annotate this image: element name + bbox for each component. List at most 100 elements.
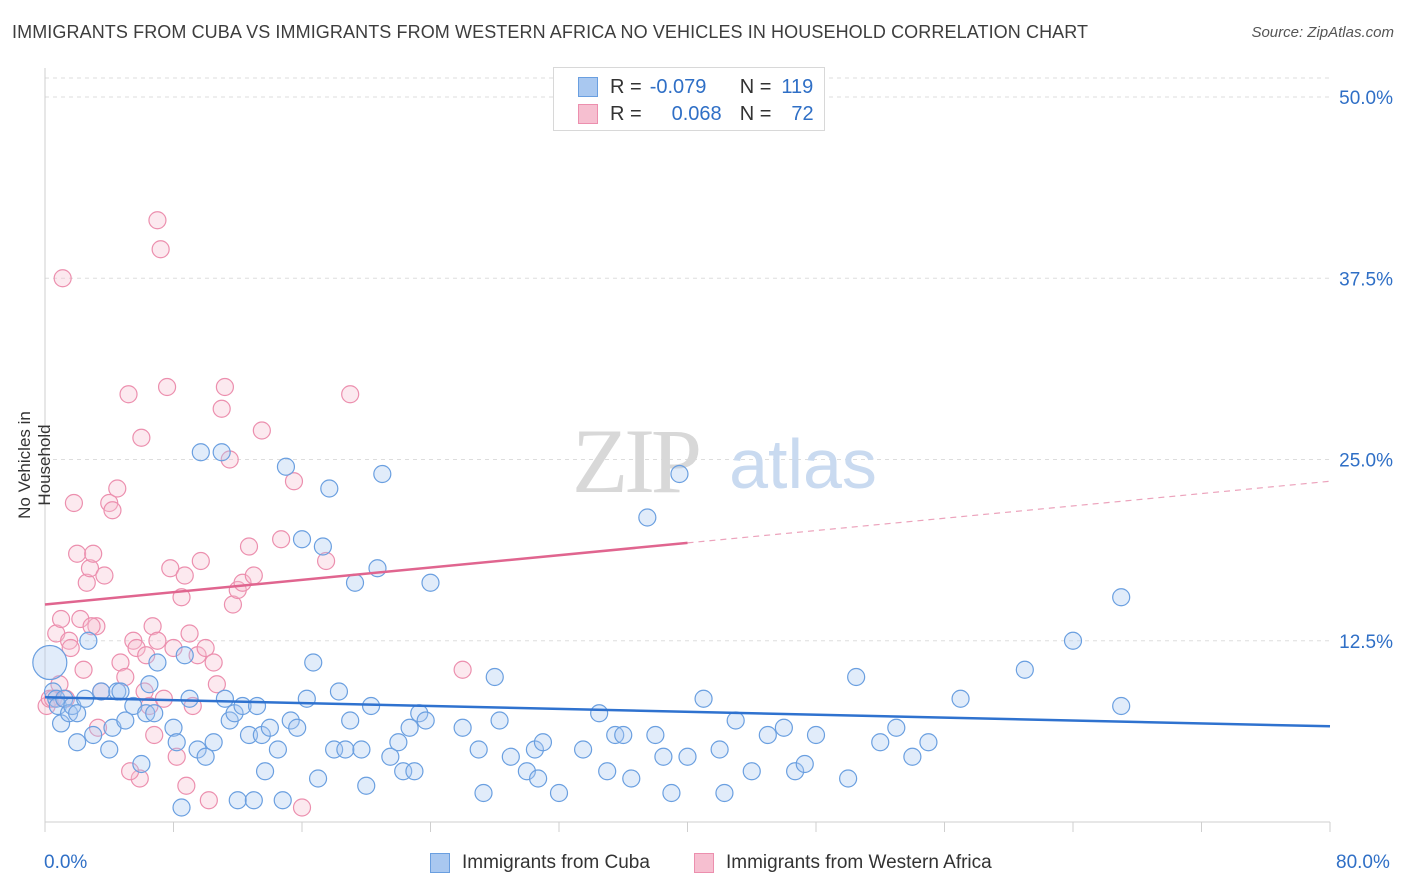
wafrica-point — [199, 791, 218, 810]
legend-r-value: 0.068 — [671, 102, 722, 125]
cuba-point — [215, 689, 234, 708]
cuba-point — [273, 791, 292, 810]
watermark-zip: ZIP — [572, 410, 699, 512]
cuba-trend-line — [44, 696, 1331, 728]
bottom-legend-swatch-wafrica — [694, 853, 714, 873]
wafrica-point — [53, 269, 72, 288]
watermark-atlas: atlas — [729, 425, 877, 503]
wafrica-point — [292, 798, 312, 817]
cuba-point — [329, 682, 349, 701]
wafrica-trend-extension — [687, 480, 1331, 544]
legend-n-value: 72 — [791, 102, 814, 125]
cuba-point — [297, 689, 316, 708]
cuba-point — [1112, 696, 1131, 716]
cuba-point — [68, 704, 87, 723]
cuba-point — [638, 508, 657, 527]
wafrica-point — [148, 211, 167, 230]
cuba-point — [164, 718, 183, 737]
cuba-point — [416, 711, 435, 730]
cuba-point — [662, 783, 681, 803]
wafrica-point — [272, 530, 291, 549]
legend-n-label: N = — [739, 102, 772, 125]
legend-r-label: R = — [610, 75, 642, 98]
cuba-point — [268, 740, 288, 759]
wafrica-point — [87, 617, 106, 636]
cuba-point — [1015, 660, 1034, 679]
y-tick-labels: 12.5% 25.0% 37.5% 50.0% — [1339, 88, 1393, 653]
bottom-legend-cuba: Immigrants from Cuba — [430, 852, 650, 874]
cuba-point — [175, 646, 194, 665]
series-cuba-points — [32, 443, 1131, 817]
wafrica-point — [151, 240, 170, 259]
wafrica-point — [77, 573, 96, 592]
cuba-point — [742, 762, 761, 781]
legend-r-label: R = — [610, 102, 642, 125]
wafrica-point — [103, 501, 122, 520]
cuba-point — [212, 443, 231, 462]
wafrica-point — [121, 762, 140, 781]
cuba-point — [951, 689, 970, 708]
legend-swatch-cuba — [578, 77, 598, 97]
cuba-point — [474, 783, 493, 803]
cuba-point — [400, 718, 419, 737]
wafrica-point — [130, 769, 149, 788]
wafrica-point — [145, 725, 164, 745]
cuba-point — [247, 696, 267, 716]
cuba-point — [614, 725, 633, 745]
cuba-point — [292, 530, 312, 549]
cuba-point — [871, 733, 890, 752]
wafrica-point — [284, 472, 304, 491]
cuba-point — [381, 747, 400, 766]
bottom-legend-swatch-cuba — [430, 853, 450, 873]
cuba-point — [806, 725, 826, 745]
cuba-point — [590, 704, 609, 723]
cuba-point — [786, 762, 805, 781]
y-tick-label: 50.0% — [1339, 88, 1393, 109]
cuba-point — [276, 457, 296, 476]
cuba-point — [490, 711, 509, 730]
chart-title: IMMIGRANTS FROM CUBA VS IMMIGRANTS FROM … — [12, 22, 1089, 42]
cuba-point — [501, 747, 520, 766]
cuba-point — [485, 667, 504, 687]
legend-row-wafrica: R = 0.068 N = 72 — [578, 101, 814, 127]
cuba-point — [919, 733, 938, 752]
cuba-point — [281, 711, 300, 730]
cuba-point — [79, 631, 98, 650]
cuba-point — [345, 573, 365, 592]
wafrica-point — [68, 544, 87, 563]
cuba-point — [204, 733, 223, 752]
y-tick-label: 12.5% — [1339, 632, 1393, 653]
cuba-point — [180, 689, 199, 708]
wafrica-point — [164, 638, 183, 658]
wafrica-point — [132, 428, 151, 447]
wafrica-point — [116, 667, 135, 687]
watermark: ZIP atlas — [572, 410, 877, 512]
cuba-point — [654, 747, 673, 766]
wafrica-point — [64, 493, 84, 513]
wafrica-point — [239, 537, 259, 556]
wafrica-point — [95, 566, 114, 585]
cuba-point — [694, 689, 713, 708]
grid-lines — [45, 77, 1330, 642]
legend-row-cuba: R = -0.079 N = 119 — [578, 74, 813, 100]
legend-r-value: -0.079 — [649, 75, 707, 98]
wafrica-trend-line — [44, 541, 688, 606]
legend: R = -0.079 N = 119 R = 0.068 N = 72 — [553, 67, 825, 131]
cuba-point — [1112, 588, 1131, 607]
cuba-point — [389, 733, 408, 752]
cuba-point — [529, 769, 548, 788]
x-tick-label-min: 0.0% — [44, 852, 88, 873]
cuba-point — [847, 667, 866, 687]
cuba-point — [421, 573, 440, 592]
cuba-point — [116, 711, 135, 730]
cuba-point — [255, 762, 275, 781]
legend-n-value: 119 — [781, 75, 814, 98]
cuba-point — [839, 769, 858, 788]
wafrica-point — [137, 646, 156, 665]
cuba-point — [352, 740, 371, 759]
legend-swatch-wafrica — [578, 104, 598, 124]
legend-n-label: N = — [739, 75, 772, 98]
cuba-point — [288, 718, 307, 737]
cuba-point — [710, 740, 729, 759]
cuba-point — [100, 740, 119, 759]
